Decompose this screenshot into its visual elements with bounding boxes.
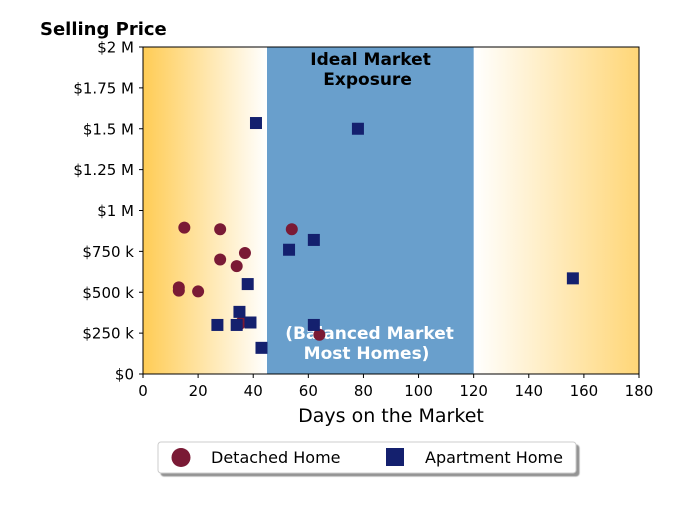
x-tick-label: 120: [459, 382, 488, 400]
x-tick-label: 100: [404, 382, 433, 400]
band-annotation-bottom-line2: Most Homes): [304, 344, 430, 364]
band-annotation-bottom-line1: (Balanced Market: [285, 324, 454, 344]
legend: Detached Home Apartment Home: [157, 441, 577, 474]
apartment-home-point: [255, 341, 268, 354]
apartment-home-point: [244, 316, 257, 329]
detached-home-point: [214, 253, 227, 266]
x-tick-label: 160: [570, 382, 599, 400]
detached-home-point: [238, 247, 251, 260]
ideal-market-band: [267, 47, 474, 374]
right-gradient-region: [473, 47, 639, 374]
detached-home-point: [214, 223, 227, 236]
apartment-home-point: [307, 233, 320, 246]
detached-home-point: [313, 328, 326, 341]
y-tick-label: $750 k: [82, 243, 134, 261]
detached-home-point: [178, 221, 191, 234]
x-tick-label: 140: [514, 382, 543, 400]
apartment-home-point: [351, 122, 364, 135]
plot-frame: [142, 46, 640, 375]
data-points: [172, 117, 579, 354]
band-annotation-top-line2: Exposure: [323, 70, 412, 90]
legend-box: [157, 441, 577, 474]
detached-home-point: [230, 260, 243, 273]
x-tick-label: 0: [138, 382, 148, 400]
y-tick-label: $500 k: [82, 284, 134, 302]
detached-home-point: [285, 223, 298, 236]
y-axis-title: Selling Price: [40, 19, 167, 40]
x-tick-label: 80: [354, 382, 373, 400]
apartment-home-point: [249, 117, 262, 130]
y-tick-label: $1.5 M: [83, 120, 134, 138]
x-axis-title: Days on the Market: [298, 405, 484, 427]
x-tick-label: 180: [625, 382, 654, 400]
legend-label-detached-home: Detached Home: [211, 448, 341, 467]
apartment-home-point: [230, 318, 243, 331]
axis-ticks: 0 20 40 60 80 100 120 140 160 180 $0 $250 k $500 k $7…: [73, 39, 653, 401]
y-tick-label: $2 M: [97, 39, 134, 57]
y-tick-label: $0: [115, 366, 134, 384]
detached-home-point: [172, 284, 185, 297]
apartment-home-point: [283, 243, 296, 256]
legend-label-apartment-home: Apartment Home: [425, 448, 563, 467]
y-tick-label: $1.75 M: [73, 79, 134, 97]
apartment-home-point: [233, 305, 246, 318]
y-tick-label: $250 k: [82, 325, 134, 343]
detached-home-point: [192, 285, 205, 298]
y-tick-label: $1.25 M: [73, 161, 134, 179]
band-annotation-top-line1: Ideal Market: [310, 50, 431, 70]
legend-marker-detached-home: [171, 448, 191, 467]
apartment-home-point: [211, 318, 224, 331]
x-tick-label: 20: [189, 382, 208, 400]
apartment-home-point: [566, 272, 579, 285]
x-tick-label: 60: [299, 382, 318, 400]
apartment-home-point: [307, 318, 320, 331]
y-tick-label: $1 M: [97, 202, 134, 220]
apartment-home-point: [241, 278, 254, 291]
x-tick-label: 40: [244, 382, 263, 400]
legend-marker-apartment-home: [386, 448, 404, 466]
